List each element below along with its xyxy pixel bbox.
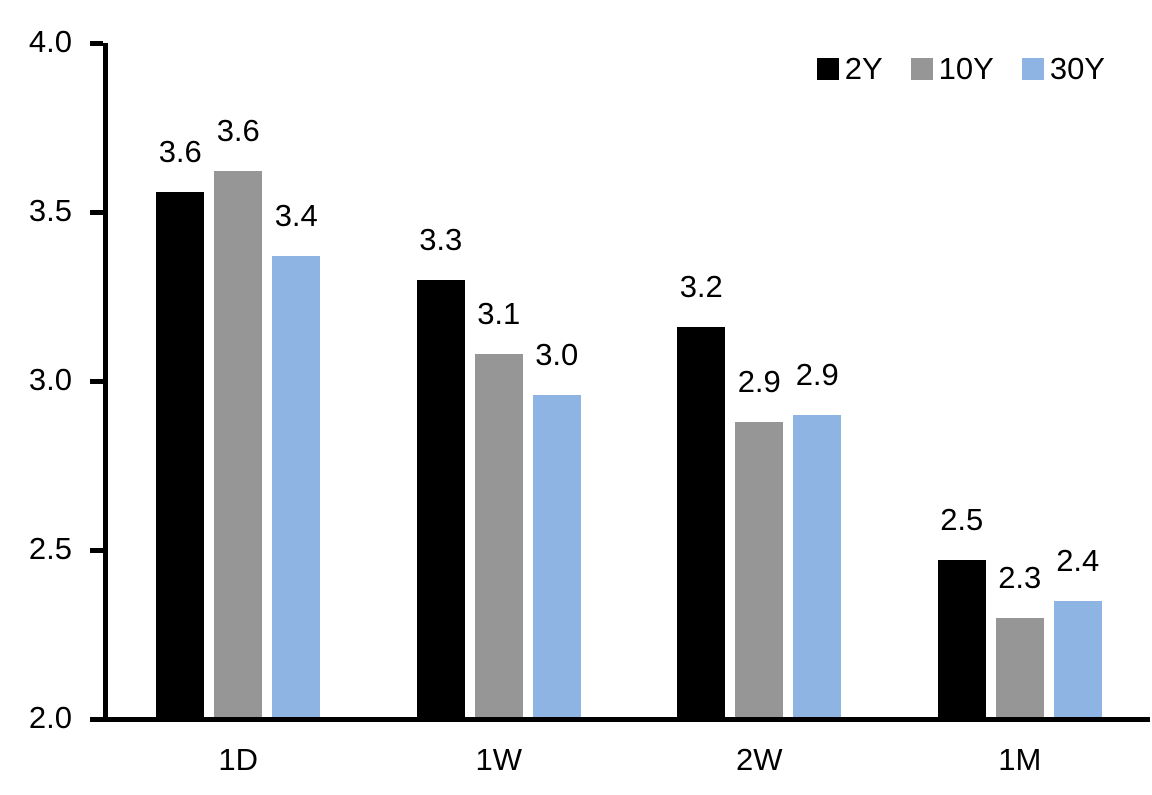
y-axis-tick [90,378,103,384]
bar-data-label: 2.5 [940,502,984,538]
bar-10y-2w [735,421,784,719]
bar-2y-2w [677,326,726,719]
legend-color-swatch [1021,58,1044,80]
bar-data-label: 2.9 [737,363,781,399]
legend-label: 30Y [1049,51,1105,86]
y-axis-tick-label: 3.0 [28,362,72,397]
bar-10y-1w [474,353,523,719]
y-axis-tick-label: 4.0 [28,24,72,59]
y-axis-tick-label: 2.0 [28,700,72,735]
bar-data-label: 2.4 [1056,542,1100,578]
bar-10y-1m [995,617,1044,719]
legend-label: 10Y [938,51,994,86]
y-axis-tick [90,40,103,46]
y-axis-tick-label: 2.5 [28,531,72,566]
y-axis-tick [90,547,103,553]
bar-30y-1m [1053,600,1102,719]
legend-entry-30y: 30Y [1021,51,1105,87]
bar-2y-1m [937,560,986,719]
y-axis-line [103,43,108,722]
bar-data-label: 3.6 [216,113,260,149]
bar-30y-1d [272,255,321,719]
x-axis-line [90,717,1150,722]
bar-2y-1d [156,191,205,719]
bar-data-label: 2.9 [795,356,839,392]
bar-data-label: 3.4 [274,197,318,233]
bar-data-label: 3.0 [535,336,579,372]
bar-data-label: 2.3 [998,559,1042,595]
x-axis-category-label: 1M [998,742,1042,777]
y-axis-tick-label: 3.5 [28,193,72,228]
legend-entry-10y: 10Y [910,51,994,87]
bar-30y-2w [793,414,842,719]
legend: 2Y 10Y 30Y [816,51,1105,87]
x-axis-category-label: 1D [218,742,259,777]
bar-30y-1w [532,394,581,719]
legend-color-swatch [816,58,839,80]
legend-color-swatch [910,58,933,80]
legend-entry-2y: 2Y [816,51,883,87]
bar-data-label: 3.3 [419,221,463,257]
x-axis-category-label: 2W [736,742,783,777]
bar-data-label: 3.6 [158,133,202,169]
bar-10y-1d [214,171,263,719]
legend-label: 2Y [844,51,883,86]
bar-2y-1w [416,279,465,719]
x-axis-category-label: 1W [475,742,523,777]
y-axis-tick [90,209,103,215]
bar-data-label: 3.2 [679,268,723,304]
bar-data-label: 3.1 [477,295,521,331]
